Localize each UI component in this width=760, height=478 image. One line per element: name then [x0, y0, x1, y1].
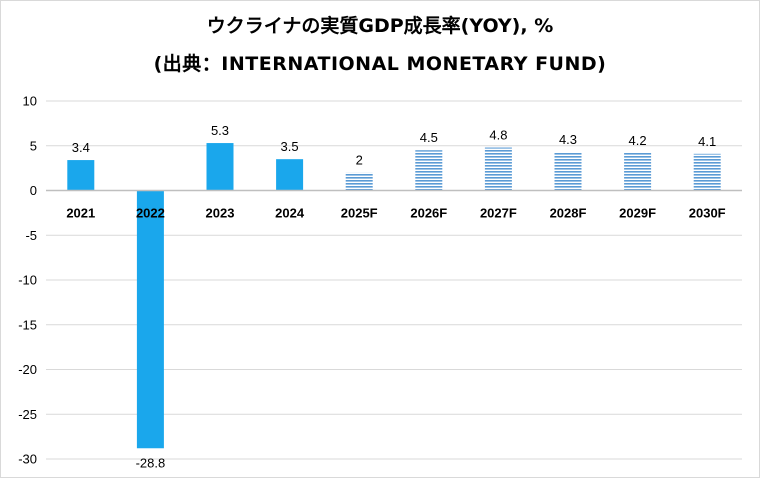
x-tick-label: 2023 [206, 206, 235, 221]
data-label: 3.5 [281, 139, 299, 154]
bar-2023 [206, 143, 234, 191]
bars [67, 143, 721, 449]
data-label: 4.5 [420, 130, 438, 145]
y-tick-label: -5 [25, 228, 37, 243]
x-tick-label: 2021 [66, 206, 95, 221]
x-tick-label: 2029F [619, 206, 656, 221]
bar-2024 [276, 159, 304, 191]
bar-2030F [693, 153, 721, 191]
data-label: 5.3 [211, 123, 229, 138]
bar-2026F [415, 150, 443, 191]
bar-2028F [554, 152, 582, 191]
y-tick-label: -30 [18, 452, 37, 467]
y-tick-label: 0 [30, 183, 37, 198]
y-tick-label: -25 [18, 407, 37, 422]
bar-2022 [136, 190, 164, 449]
data-label: 4.3 [559, 132, 577, 147]
y-tick-label: -10 [18, 273, 37, 288]
data-label: 2 [356, 153, 363, 168]
x-tick-label: 2030F [689, 206, 726, 221]
labels: 10 5 0 -5 -10 -15 -20 -25 -30 3.4 2021 -28.8 2022 5.3… [18, 94, 725, 471]
data-label: 4.8 [489, 128, 507, 143]
chart-title: ウクライナの実質GDP成長率(YOY), % [206, 15, 554, 37]
bar-2029F [624, 152, 652, 191]
y-tick-label: 5 [30, 138, 37, 153]
bar-2025F [345, 172, 373, 191]
x-tick-label: 2027F [480, 206, 517, 221]
y-tick-label: -20 [18, 362, 37, 377]
x-tick-label: 2022 [136, 206, 165, 221]
y-tick-label: 10 [23, 94, 37, 109]
data-label: 4.1 [698, 134, 716, 149]
x-tick-label: 2028F [550, 206, 587, 221]
data-label: 4.2 [629, 133, 647, 148]
data-label: -28.8 [136, 455, 166, 470]
y-tick-label: -15 [18, 317, 37, 332]
x-tick-label: 2026F [410, 206, 447, 221]
bar-2027F [484, 147, 512, 191]
data-label: 3.4 [72, 140, 90, 155]
x-tick-label: 2024 [275, 206, 305, 221]
chart-subtitle: (出典：INTERNATIONAL MONETARY FUND) [153, 53, 607, 75]
x-tick-label: 2025F [341, 206, 378, 221]
bar-2021 [67, 160, 95, 191]
